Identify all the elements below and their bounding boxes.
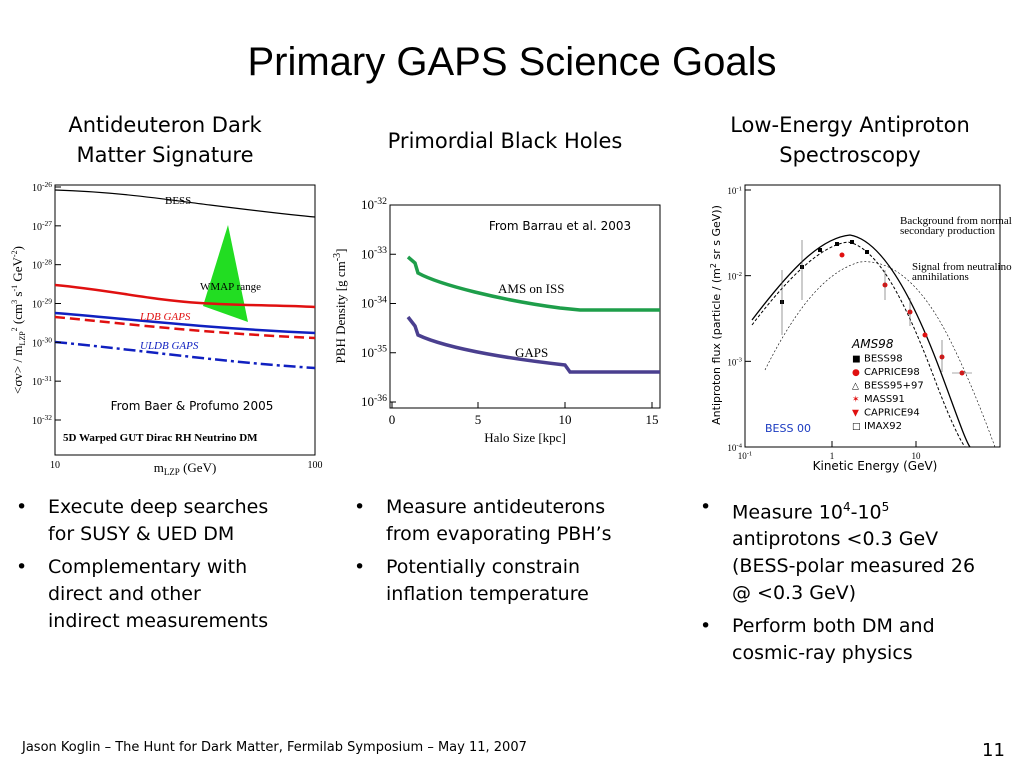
footer: Jason Koglin – The Hunt for Dark Matter,… [22,740,527,755]
tick-label: 15 [646,412,659,427]
curve [751,234,971,448]
legend-label: BESS98 [864,354,903,365]
legend-label: IMAX92 [864,421,902,432]
tick-label: 10 [559,412,572,427]
slide-title: Primary GAPS Science Goals [247,40,777,84]
curve [406,255,660,312]
curve [54,311,316,335]
plot-frame [744,184,1001,448]
plot-label: LDB GAPS [139,311,191,323]
plot-frame [54,184,316,456]
x-axis-label: Halo Size [kpc] [484,430,566,445]
column-heading: Primordial Black Holes [387,129,623,153]
curve [54,340,316,370]
y-axis-label: PBH Density [g cm-3] [332,249,348,364]
error-bars [781,240,972,374]
plot-label: WMAP range [200,281,261,293]
tick-label: 10-27 [32,219,52,233]
plot-label: BESS 00 [765,422,811,435]
source-note: From Barrau et al. 2003 [489,219,631,233]
tick-label: 10-28 [32,258,52,272]
plot-note: Background from normal secondary producti… [900,215,1012,237]
tick-label: 10-3 [727,357,742,368]
legend-label: CAPRICE98 [864,367,920,378]
tick-label: 10-32 [32,413,52,427]
curve [54,283,316,309]
points [780,240,869,304]
legend-symbol: ▼ [852,409,859,419]
tick-label: 10 [50,460,60,471]
plot-label: ULDB GAPS [140,340,199,352]
x-axis-label: Kinetic Energy (GeV) [813,459,938,473]
tick-label: 10-34 [361,294,387,310]
tick-label: 100 [308,460,323,471]
legend-symbol: △ [852,382,859,392]
source-note: From Baer & Profumo 2005 [111,399,274,413]
legend-label: CAPRICE94 [864,408,920,419]
column-heading: Antideuteron Dark Matter Signature [68,113,262,167]
tick-label: 10-1 [738,450,753,461]
page-number: 11 [982,740,1005,761]
tick-label: 10-35 [361,344,387,360]
curve [406,315,660,374]
tick-label: 5 [475,412,482,427]
legend-label: BESS95+97 [864,381,924,392]
tick-label: 10-30 [32,335,52,349]
legend-label: AMS98 [851,337,894,351]
tick-label: 10-2 [727,271,742,282]
tick-label: 10-33 [361,245,387,261]
bullet: Perform both DM and cosmic-ray physics [700,613,1000,667]
bullet-list: Measure 104-105 antiprotons <0.3 GeV (BE… [700,494,1000,673]
plot-note: Signal from neutralino annihilations [912,261,1012,283]
tick-label: 10-26 [32,180,52,194]
legend-symbol: ✶ [852,395,860,405]
tick-label: 1 [830,451,835,461]
tick-label: 10-31 [32,374,52,388]
tick-label: 10-36 [361,393,387,409]
curve [54,315,316,340]
plot-label: 5D Warped GUT Dirac RH Neutrino DM [63,432,258,444]
tick-label: 10-1 [727,185,742,196]
curve [764,261,996,448]
tick-label: 10-29 [32,297,52,311]
tick-label: 10-4 [727,442,742,453]
legend-symbol: □ [852,422,861,432]
plot-label: BESS [165,195,191,207]
curve [54,189,316,218]
plot-label: AMS on ISS [498,281,564,296]
bullet: Measure 104-105 antiprotons <0.3 GeV (BE… [700,494,1000,607]
plot-frame [389,204,661,409]
legend-label: MASS91 [864,394,905,405]
tick-label: 0 [389,412,396,427]
y-axis-label: <σv> / mLZP2 (cm3 s-1 GeV-2) [10,246,27,394]
tick-label: 10-32 [361,196,387,212]
legend-symbol: ● [852,368,860,378]
y-axis-label: Antiproton flux (particle / (m2 sr s GeV… [709,205,723,425]
x-axis-label: mLZP (GeV) [154,460,217,477]
wmap-region [203,225,248,322]
tick-label: 10 [912,451,922,461]
plot-label: GAPS [515,345,548,360]
legend-symbol: ■ [852,355,861,365]
column-heading: Low-Energy Antiproton Spectroscopy [730,113,970,167]
